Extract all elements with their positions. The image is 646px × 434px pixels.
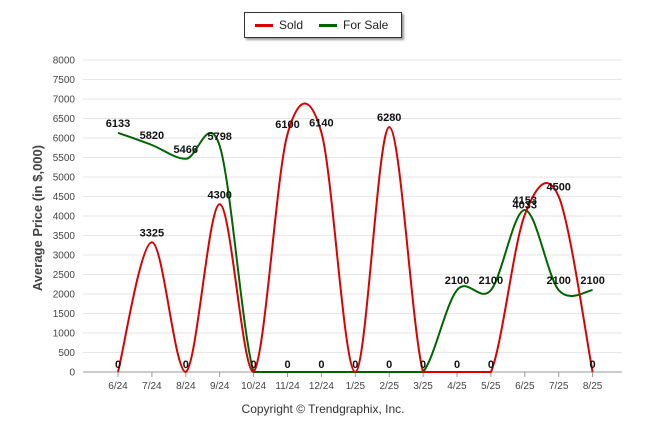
for-sale-swatch — [319, 23, 337, 27]
x-tick-label: 7/25 — [549, 381, 569, 392]
data-label: 0 — [454, 359, 460, 371]
data-label: 6100 — [275, 119, 299, 131]
y-tick-label: 5000 — [53, 173, 76, 184]
data-label: 4033 — [513, 200, 537, 212]
x-tick-label: 11/24 — [275, 381, 300, 392]
data-label: 0 — [284, 359, 290, 371]
x-tick-label: 3/25 — [413, 381, 433, 392]
y-tick-label: 3000 — [53, 251, 76, 262]
data-label: 6133 — [106, 118, 130, 130]
series-line-sold — [117, 102, 594, 373]
x-tick-label: 4/25 — [447, 381, 467, 392]
y-tick-label: 500 — [58, 348, 75, 359]
series-lines — [117, 102, 594, 373]
y-tick-label: 8000 — [53, 56, 76, 67]
gridlines — [83, 59, 622, 373]
y-tick-label: 6000 — [53, 134, 76, 145]
legend-label-for-sale: For Sale — [343, 18, 389, 32]
sold-swatch — [255, 23, 273, 27]
data-label: 0 — [590, 359, 596, 371]
y-tick-label: 1000 — [53, 329, 76, 340]
legend-item-for-sale[interactable]: For Sale — [319, 18, 388, 32]
data-label: 2100 — [580, 275, 604, 287]
x-tick-label: 8/24 — [176, 381, 196, 392]
y-axis: 0 500 1000 1500 2000 2500 3000 3500 4000 4500 5000… — [53, 56, 76, 379]
y-tick-label: 6500 — [53, 114, 76, 125]
x-tick-label: 12/24 — [309, 381, 334, 392]
y-axis-label: Average Price (in $,000) — [30, 145, 45, 291]
data-label: 0 — [352, 359, 358, 371]
data-label: 6140 — [309, 118, 333, 130]
y-tick-label: 7000 — [53, 95, 76, 106]
copyright-text: Copyright © Trendgraphix, Inc. — [241, 402, 405, 416]
data-label: 2100 — [479, 275, 503, 287]
x-tick-label: 1/25 — [346, 381, 366, 392]
x-tick-label: 7/24 — [142, 381, 162, 392]
x-axis: 6/24 7/24 8/24 9/24 10/24 11/24 12/24 1/25 2/25 3… — [108, 372, 603, 392]
x-tick-label: 5/25 — [481, 381, 501, 392]
y-tick-label: 2500 — [53, 270, 76, 281]
data-label: 0 — [183, 359, 189, 371]
x-tick-label: 10/24 — [241, 381, 266, 392]
data-label: 0 — [115, 359, 121, 371]
y-tick-label: 7500 — [53, 75, 76, 86]
x-tick-label: 2/25 — [379, 381, 399, 392]
data-label: 3325 — [140, 227, 164, 239]
data-label: 5820 — [140, 130, 164, 142]
legend-item-sold[interactable]: Sold — [255, 18, 303, 32]
y-tick-label: 4000 — [53, 212, 76, 223]
x-tick-label: 9/24 — [210, 381, 230, 392]
data-label: 5466 — [174, 144, 198, 156]
data-label: 6280 — [377, 112, 401, 124]
data-label: 4500 — [546, 182, 570, 194]
data-label: 0 — [318, 359, 324, 371]
y-tick-label: 3500 — [53, 231, 76, 242]
data-label: 2100 — [445, 275, 469, 287]
data-labels: 6133 5820 5466 5798 0 3325 0 4300 0 6100 6140 6280 0… — [106, 112, 605, 371]
data-label: 0 — [386, 359, 392, 371]
x-tick-label: 6/24 — [108, 381, 128, 392]
x-tick-label: 6/25 — [515, 381, 535, 392]
data-label: 0 — [420, 359, 426, 371]
y-tick-label: 0 — [69, 368, 75, 379]
x-tick-label: 8/25 — [583, 381, 603, 392]
y-tick-label: 1500 — [53, 309, 76, 320]
y-tick-label: 4500 — [53, 192, 76, 203]
series-line-for-sale — [117, 131, 593, 373]
legend: Sold For Sale — [244, 12, 402, 38]
legend-label-sold: Sold — [279, 18, 304, 32]
y-tick-label: 5500 — [53, 153, 76, 164]
data-label: 2100 — [546, 275, 570, 287]
y-tick-label: 2000 — [53, 290, 76, 301]
data-label: 0 — [488, 359, 494, 371]
data-label: 0 — [251, 359, 257, 371]
data-label: 4153 — [513, 195, 537, 207]
data-label: 4300 — [207, 189, 231, 201]
data-label: 5798 — [207, 131, 231, 143]
